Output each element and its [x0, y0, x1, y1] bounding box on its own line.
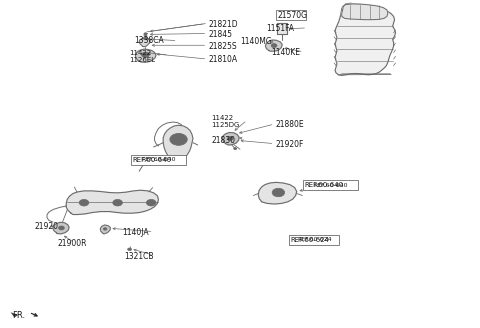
- FancyBboxPatch shape: [131, 155, 186, 165]
- Polygon shape: [265, 40, 282, 51]
- Polygon shape: [342, 4, 388, 20]
- Text: 21570G: 21570G: [277, 11, 307, 20]
- Circle shape: [170, 133, 187, 145]
- Text: 1140MG: 1140MG: [240, 37, 272, 47]
- Text: 21920: 21920: [35, 222, 59, 231]
- Circle shape: [271, 44, 277, 48]
- Text: 1140KE: 1140KE: [271, 48, 300, 57]
- Text: 21825S: 21825S: [209, 42, 238, 51]
- Polygon shape: [53, 222, 69, 234]
- Text: 11422
1126EL: 11422 1126EL: [130, 51, 156, 63]
- Polygon shape: [277, 23, 287, 34]
- Polygon shape: [135, 49, 156, 62]
- Text: REF.60-640: REF.60-640: [132, 157, 171, 163]
- Polygon shape: [163, 125, 193, 161]
- Circle shape: [272, 188, 285, 197]
- Circle shape: [144, 37, 147, 40]
- Text: 11422
1125DG: 11422 1125DG: [211, 115, 240, 128]
- Text: 21810A: 21810A: [209, 55, 238, 64]
- FancyBboxPatch shape: [303, 180, 358, 190]
- Text: FR.: FR.: [12, 311, 25, 320]
- Text: REF.60-640: REF.60-640: [313, 183, 348, 188]
- Circle shape: [103, 228, 107, 230]
- Polygon shape: [139, 38, 150, 47]
- Text: REF.60-624: REF.60-624: [297, 237, 332, 242]
- Text: 21900R: 21900R: [58, 239, 87, 248]
- FancyBboxPatch shape: [289, 235, 339, 245]
- Text: REF.60-640: REF.60-640: [141, 157, 176, 162]
- Circle shape: [113, 199, 122, 206]
- Text: 1151FA: 1151FA: [266, 24, 294, 33]
- Text: 21845: 21845: [209, 30, 233, 39]
- Polygon shape: [258, 182, 297, 204]
- Circle shape: [175, 137, 182, 142]
- Circle shape: [59, 226, 64, 230]
- Circle shape: [234, 148, 237, 150]
- Polygon shape: [335, 3, 396, 75]
- Polygon shape: [100, 225, 110, 234]
- Text: 1321CB: 1321CB: [124, 252, 153, 261]
- Circle shape: [146, 199, 156, 206]
- Text: 21830: 21830: [211, 135, 235, 145]
- Polygon shape: [11, 312, 18, 318]
- Circle shape: [228, 136, 233, 140]
- FancyBboxPatch shape: [276, 10, 306, 20]
- Text: 1140JA: 1140JA: [122, 228, 149, 237]
- Text: REF.60-640: REF.60-640: [304, 182, 344, 188]
- Circle shape: [128, 248, 132, 251]
- Text: REF.60-624: REF.60-624: [290, 237, 329, 243]
- Polygon shape: [66, 190, 158, 215]
- Text: 1338CA: 1338CA: [134, 36, 164, 45]
- Circle shape: [144, 54, 147, 56]
- Polygon shape: [222, 133, 239, 145]
- Circle shape: [142, 52, 149, 57]
- Text: 21821D: 21821D: [209, 20, 239, 29]
- Text: 21880E: 21880E: [276, 120, 305, 129]
- Text: 21920F: 21920F: [276, 140, 304, 150]
- Circle shape: [79, 199, 89, 206]
